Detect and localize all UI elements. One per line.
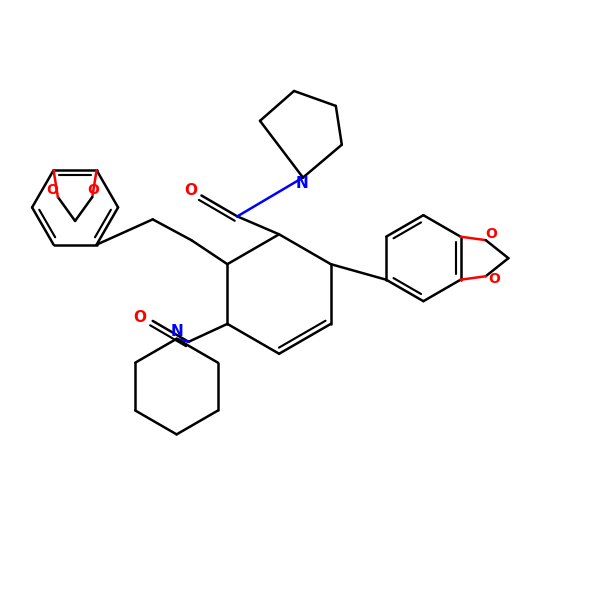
- Text: O: O: [486, 227, 497, 241]
- Text: O: O: [184, 183, 197, 198]
- Text: O: O: [88, 183, 100, 197]
- Text: N: N: [170, 324, 183, 339]
- Text: N: N: [295, 176, 308, 191]
- Text: O: O: [46, 183, 58, 197]
- Text: O: O: [489, 272, 500, 286]
- Text: O: O: [133, 310, 146, 325]
